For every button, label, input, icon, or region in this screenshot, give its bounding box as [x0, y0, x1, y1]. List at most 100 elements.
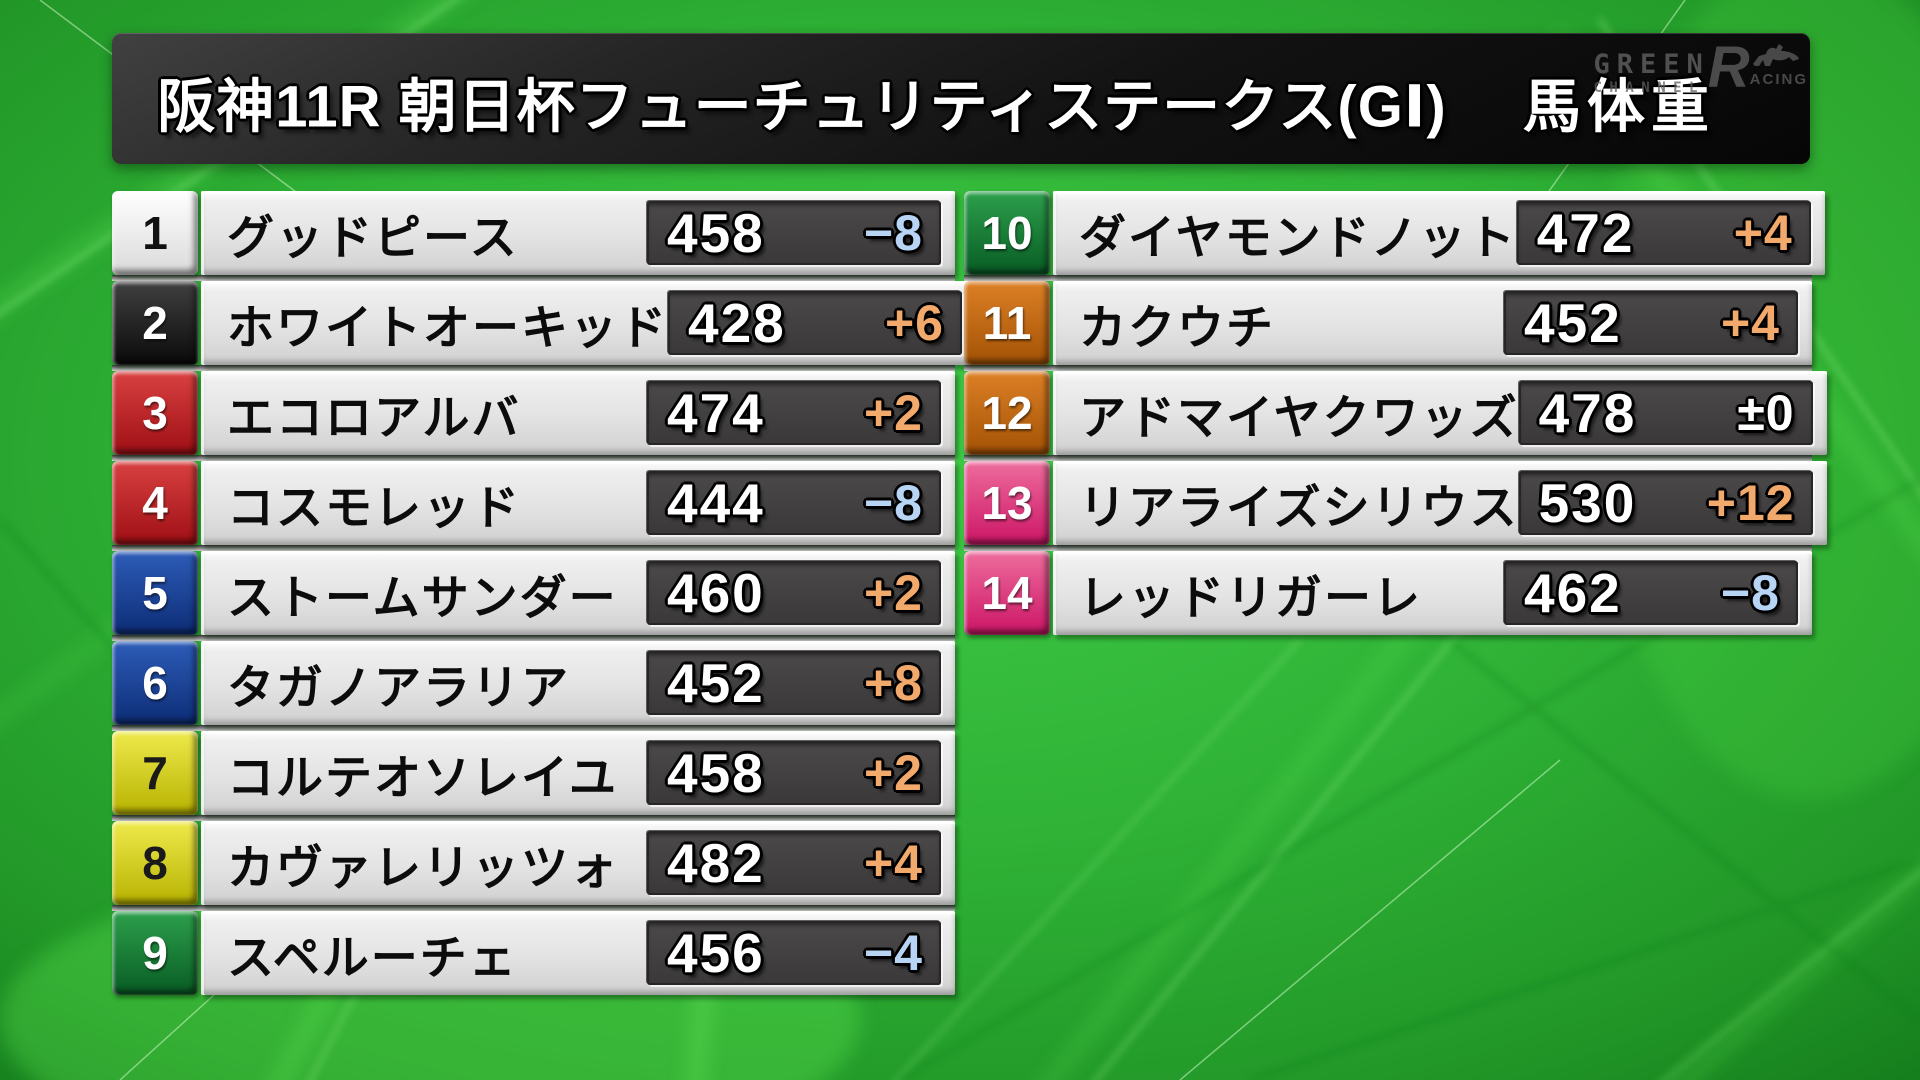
- frame-number-badge: 9: [112, 911, 198, 995]
- horse-number: 6: [142, 657, 168, 709]
- weight-diff: +2: [863, 565, 923, 621]
- racehorse-icon: [1752, 44, 1799, 66]
- weight-diff: +12: [1706, 475, 1795, 531]
- weights-table-right: 10 ダイヤモンドノット 472 +4 11 カクウチ 452 +4 12 アドマイヤクワッズ 47…: [964, 191, 1827, 635]
- weight-diff: +4: [863, 835, 923, 891]
- row-separator: [112, 545, 955, 551]
- horse-panel: コルテオソレイユ 458 +2: [201, 731, 955, 815]
- horse-panel: ダイヤモンドノット 472 +4: [1053, 191, 1825, 275]
- horse-name: レッドリガーレ: [1079, 570, 1422, 624]
- horse-row: 4 コスモレッド 444 −8: [112, 461, 955, 545]
- weight-box: 452 +8: [647, 651, 941, 715]
- horse-row: 12 アドマイヤクワッズ 478 ±0: [964, 371, 1827, 455]
- row-separator: [112, 365, 955, 371]
- horse-panel: グッドピース 458 −8: [201, 191, 955, 275]
- weight-box: 482 +4: [647, 831, 941, 895]
- horse-number: 14: [981, 567, 1033, 619]
- weight-diff: +8: [863, 655, 923, 711]
- weight-diff: −8: [863, 475, 923, 531]
- frame-number-badge: 13: [964, 461, 1050, 545]
- header-bar: 阪神11R 朝日杯フューチュリティステークス(GⅠ) 馬体重 GREEN CHA…: [112, 33, 1810, 164]
- horse-row: 1 グッドピース 458 −8: [112, 191, 955, 275]
- frame-number-badge: 11: [964, 281, 1050, 365]
- frame-number-badge: 5: [112, 551, 198, 635]
- horse-panel: カクウチ 452 +4: [1053, 281, 1812, 365]
- horse-name: ダイヤモンドノット: [1079, 210, 1517, 264]
- weight-value: 460: [667, 562, 765, 624]
- frame-number-badge: 6: [112, 641, 198, 725]
- race-title: 阪神11R 朝日杯フューチュリティステークス(GⅠ): [157, 74, 1447, 140]
- weight-value: 444: [667, 472, 765, 534]
- logo-tail: ACING: [1750, 43, 1808, 88]
- horse-panel: タガノアラリア 452 +8: [201, 641, 955, 725]
- logo-wordmark: GREEN CHANNEL: [1593, 51, 1709, 95]
- horse-row: 5 ストームサンダー 460 +2: [112, 551, 955, 635]
- row-separator: [112, 455, 955, 461]
- weight-diff: +4: [1733, 205, 1793, 261]
- horse-panel: ストームサンダー 460 +2: [201, 551, 955, 635]
- horse-name: コルテオソレイユ: [227, 750, 619, 804]
- row-separator: [964, 545, 1812, 551]
- weight-value: 452: [667, 652, 765, 714]
- row-separator: [112, 905, 955, 911]
- row-separator: [112, 725, 955, 731]
- horse-name: スペルーチェ: [227, 930, 518, 984]
- frame-number-badge: 12: [964, 371, 1050, 455]
- frame-number-badge: 7: [112, 731, 198, 815]
- weight-value: 474: [667, 382, 765, 444]
- weight-value: 458: [667, 202, 765, 264]
- horse-row: 3 エコロアルバ 474 +2: [112, 371, 955, 455]
- row-separator: [964, 455, 1812, 461]
- weight-value: 482: [667, 832, 765, 894]
- weight-box: 428 +6: [668, 291, 962, 355]
- horse-row: 2 ホワイトオーキッド 428 +6: [112, 281, 976, 365]
- horse-row: 13 リアライズシリウス 530 +12: [964, 461, 1827, 545]
- frame-number-badge: 14: [964, 551, 1050, 635]
- horse-number: 1: [142, 207, 168, 259]
- horse-number: 13: [981, 477, 1033, 529]
- frame-number-badge: 4: [112, 461, 198, 545]
- horse-number: 3: [142, 387, 168, 439]
- weight-box: 444 −8: [647, 471, 941, 535]
- weight-box: 458 −8: [647, 201, 941, 265]
- row-separator: [112, 815, 955, 821]
- weight-box: 452 +4: [1504, 291, 1798, 355]
- horse-name: ストームサンダー: [227, 570, 618, 624]
- horse-panel: カヴァレリッツォ 482 +4: [201, 821, 955, 905]
- weight-diff: +6: [884, 295, 944, 351]
- horse-panel: スペルーチェ 456 −4: [201, 911, 955, 995]
- weight-diff: +4: [1720, 295, 1780, 351]
- frame-number-badge: 1: [112, 191, 198, 275]
- weight-diff: −8: [863, 205, 923, 261]
- weight-value: 456: [667, 922, 765, 984]
- horse-name: カクウチ: [1079, 300, 1275, 354]
- row-separator: [964, 275, 1812, 281]
- horse-row: 10 ダイヤモンドノット 472 +4: [964, 191, 1825, 275]
- weight-box: 478 ±0: [1518, 381, 1813, 445]
- weight-diff: ±0: [1737, 385, 1795, 441]
- horse-name: グッドピース: [227, 210, 519, 264]
- horse-number: 7: [142, 747, 168, 799]
- horse-name: リアライズシリウス: [1079, 480, 1519, 534]
- horse-row: 7 コルテオソレイユ 458 +2: [112, 731, 955, 815]
- horse-number: 8: [142, 837, 168, 889]
- weight-box: 472 +4: [1516, 201, 1811, 265]
- weight-diff: −8: [1720, 565, 1780, 621]
- weight-box: 456 −4: [647, 921, 941, 985]
- horse-name: ホワイトオーキッド: [227, 300, 668, 354]
- horse-panel: レッドリガーレ 462 −8: [1053, 551, 1812, 635]
- frame-number-badge: 2: [112, 281, 198, 365]
- weight-value: 478: [1538, 382, 1637, 444]
- horse-name: カヴァレリッツォ: [227, 840, 619, 894]
- horse-name: タガノアラリア: [227, 660, 570, 714]
- weight-box: 530 +12: [1518, 471, 1813, 535]
- weight-value: 462: [1524, 562, 1622, 624]
- weight-box: 460 +2: [647, 561, 941, 625]
- row-separator: [112, 275, 955, 281]
- weight-box: 462 −8: [1504, 561, 1798, 625]
- horse-panel: アドマイヤクワッズ 478 ±0: [1053, 371, 1827, 455]
- horse-number: 4: [142, 477, 168, 529]
- weight-label: 馬体重: [1522, 74, 1715, 140]
- weight-value: 458: [667, 742, 765, 804]
